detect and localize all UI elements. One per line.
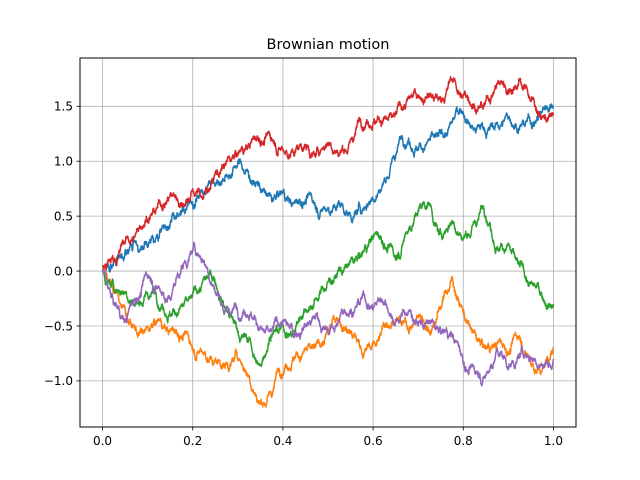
x-tick-label: 0.4 [273,434,292,448]
chart-title: Brownian motion [267,37,390,53]
y-tick-label: 0.0 [54,264,73,278]
series-line-4 [101,76,555,270]
grid [80,58,576,427]
series-line-1 [101,103,555,273]
series-lines [101,76,555,408]
series-line-3 [101,201,555,368]
y-tick-label: −1.0 [44,374,73,388]
x-tick-label: 1.0 [544,434,563,448]
x-tick-label: 0.2 [183,434,202,448]
x-tick-label: 0.8 [454,434,473,448]
y-tick-label: 1.0 [54,155,73,169]
x-tick-label: 0.0 [93,434,112,448]
x-axis-ticks: 0.0 0.2 0.4 0.6 0.8 1.0 [93,427,563,448]
y-tick-label: −0.5 [44,319,73,333]
y-axis-ticks: −1.0 −0.5 0.0 0.5 1.0 1.5 [44,100,80,388]
series-line-5 [101,241,555,387]
y-tick-label: 0.5 [54,209,73,223]
plot-area-frame [79,57,577,428]
y-tick-label: 1.5 [54,100,73,114]
x-tick-label: 0.6 [364,434,383,448]
